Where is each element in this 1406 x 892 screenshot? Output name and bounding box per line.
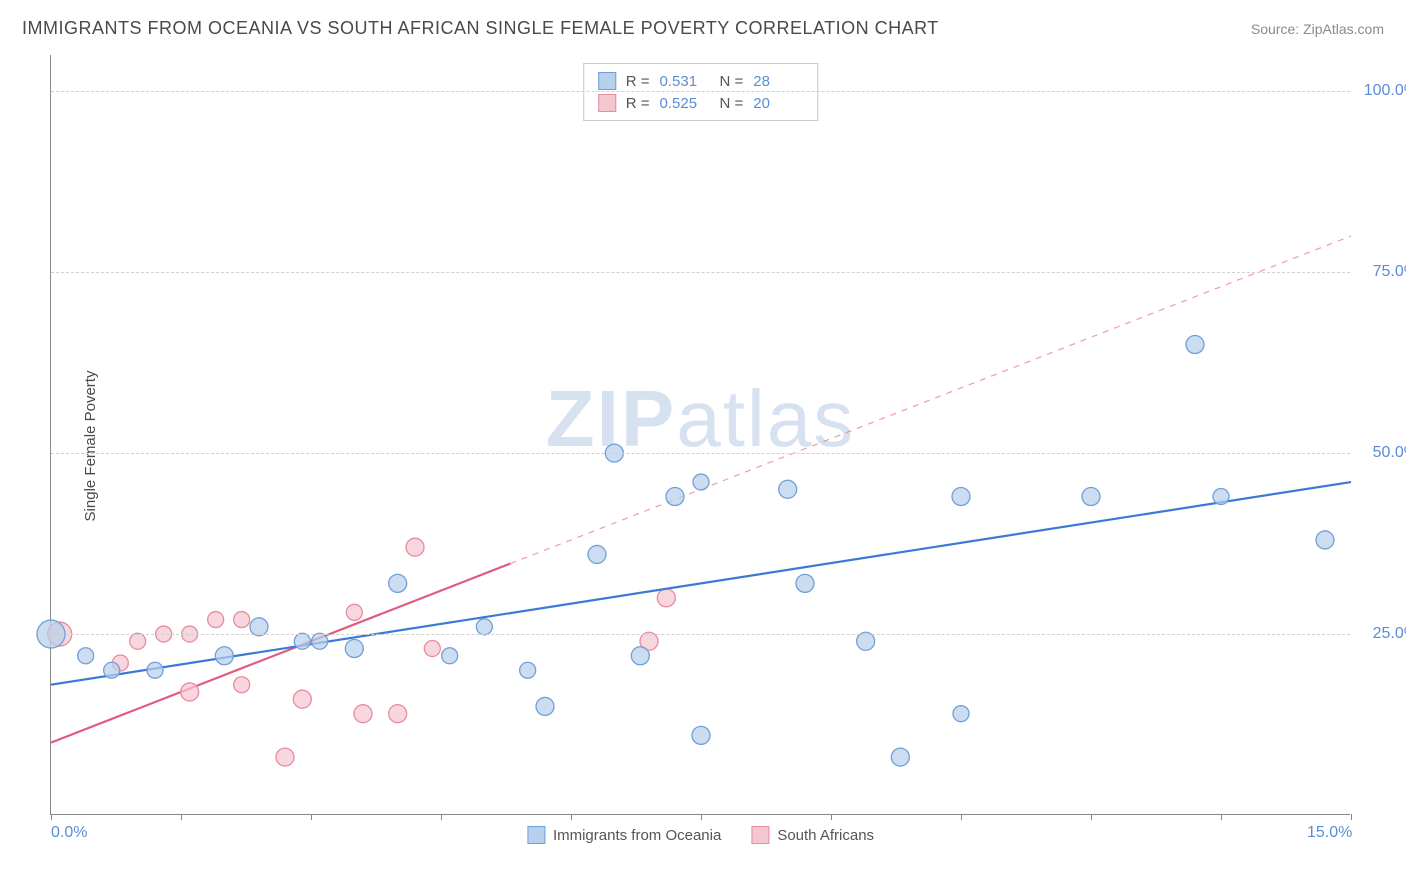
x-tick-label: 0.0% [51, 824, 87, 842]
r-label: R = [626, 95, 650, 112]
n-label: N = [720, 95, 744, 112]
data-point [130, 633, 146, 649]
data-point [891, 748, 909, 766]
data-point [354, 705, 372, 723]
data-point [779, 480, 797, 498]
data-point [104, 662, 120, 678]
swatch-icon [527, 826, 545, 844]
n-label: N = [720, 73, 744, 90]
y-tick-label: 25.0% [1373, 625, 1406, 643]
data-point [1082, 488, 1100, 506]
legend-label: South Africans [777, 827, 874, 844]
data-point [78, 648, 94, 664]
legend-row-sa: R = 0.525 N = 20 [598, 92, 804, 114]
data-point [476, 619, 492, 635]
plot-area: ZIPatlas R = 0.531 N = 28 R = 0.525 N = … [50, 55, 1350, 815]
data-point [181, 683, 199, 701]
data-point [442, 648, 458, 664]
n-value: 20 [753, 95, 803, 112]
swatch-icon [751, 826, 769, 844]
data-point [234, 677, 250, 693]
data-point [424, 641, 440, 657]
data-point [208, 612, 224, 628]
swatch-icon [598, 94, 616, 112]
y-tick-label: 100.0% [1364, 82, 1406, 100]
data-point [389, 574, 407, 592]
data-point [293, 690, 311, 708]
data-point [693, 474, 709, 490]
x-tick-label: 15.0% [1307, 824, 1352, 842]
scatter-chart [51, 55, 1350, 814]
series-legend: Immigrants from Oceania South Africans [527, 826, 874, 844]
r-label: R = [626, 73, 650, 90]
data-point [1316, 531, 1334, 549]
data-point [796, 574, 814, 592]
data-point [346, 604, 362, 620]
data-point [234, 612, 250, 628]
data-point [588, 545, 606, 563]
data-point [147, 662, 163, 678]
data-point [953, 706, 969, 722]
data-point [1213, 489, 1229, 505]
chart-title: IMMIGRANTS FROM OCEANIA VS SOUTH AFRICAN… [22, 18, 939, 39]
legend-item-sa: South Africans [751, 826, 874, 844]
legend-row-oceania: R = 0.531 N = 28 [598, 70, 804, 92]
data-point [952, 488, 970, 506]
data-point [520, 662, 536, 678]
source-label: Source: ZipAtlas.com [1251, 21, 1384, 37]
data-point [536, 697, 554, 715]
legend-item-oceania: Immigrants from Oceania [527, 826, 721, 844]
data-point [666, 488, 684, 506]
data-point [312, 633, 328, 649]
n-value: 28 [753, 73, 803, 90]
r-value: 0.531 [660, 73, 710, 90]
r-value: 0.525 [660, 95, 710, 112]
data-point [276, 748, 294, 766]
legend-label: Immigrants from Oceania [553, 827, 721, 844]
data-point [657, 589, 675, 607]
y-tick-label: 50.0% [1373, 444, 1406, 462]
data-point [389, 705, 407, 723]
data-point [294, 633, 310, 649]
y-tick-label: 75.0% [1373, 263, 1406, 281]
data-point [215, 647, 233, 665]
data-point [406, 538, 424, 556]
data-point [631, 647, 649, 665]
data-point [1186, 336, 1204, 354]
swatch-icon [598, 72, 616, 90]
data-point [692, 726, 710, 744]
data-point [345, 640, 363, 658]
